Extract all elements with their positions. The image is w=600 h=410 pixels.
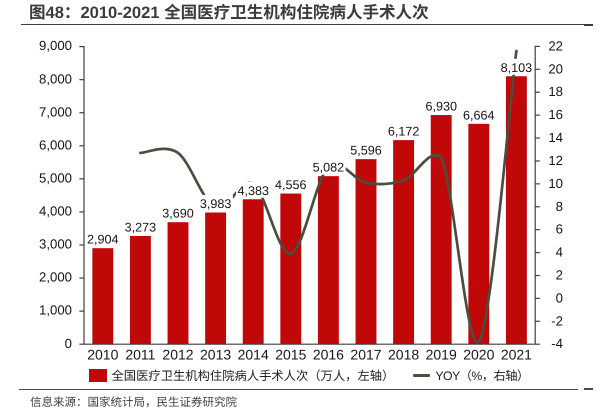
right-axis-label: 20 xyxy=(548,61,563,76)
source-note: 信息来源：国家统计局，民生证券研究院 xyxy=(30,397,237,409)
bar-2021 xyxy=(505,76,527,345)
bar-value-label-bg xyxy=(235,181,271,198)
chart-legend: 全国医疗卫生机构住院病人手术人次（万人，左轴） YOY（%，右轴） xyxy=(89,368,529,383)
bar-value-label: 4,383 xyxy=(237,184,269,198)
bar-2014 xyxy=(242,199,264,345)
bar-2017 xyxy=(355,159,377,345)
bar-2015 xyxy=(280,193,302,345)
right-axis-label: -4 xyxy=(551,336,563,351)
x-axis-label: 2019 xyxy=(426,346,457,362)
right-axis-label: 12 xyxy=(548,153,563,168)
right-axis-label: 10 xyxy=(548,176,563,191)
bar-value-label: 4,556 xyxy=(275,178,307,192)
bar-2016 xyxy=(317,176,339,345)
legend-line-label: YOY（%，右轴） xyxy=(435,369,529,383)
x-axis-label: 2013 xyxy=(200,346,231,362)
left-axis-label: 4,000 xyxy=(39,204,72,219)
bar-value-label-bg xyxy=(123,218,158,235)
bar-2011 xyxy=(129,235,151,345)
source-rule xyxy=(19,388,578,390)
bar-value-label-bg xyxy=(273,176,309,193)
right-axis-label: 16 xyxy=(548,107,563,122)
bar-2020 xyxy=(468,123,490,345)
bar-value-label-bg xyxy=(348,141,384,158)
bar-data-labels: 2,904 3,273 3,690 3,983 4,383 4,556 5,082 5,596… xyxy=(85,58,534,247)
bar-value-label: 6,664 xyxy=(463,108,495,122)
right-axis-label: 14 xyxy=(548,130,563,145)
left-axis-label: 9,000 xyxy=(39,38,72,53)
bar-value-label-bg xyxy=(386,122,421,139)
bar-value-label-bg xyxy=(198,194,233,211)
x-axis-label: 2021 xyxy=(501,346,532,362)
bar-value-label: 6,172 xyxy=(388,125,420,139)
bar-value-label-bg xyxy=(85,230,121,247)
right-axis-label: 22 xyxy=(548,38,563,53)
title-rule-end-dash xyxy=(584,24,593,27)
left-axis-label: 5,000 xyxy=(39,170,72,185)
left-axis-label: 6,000 xyxy=(39,137,72,152)
bar-value-label-bg xyxy=(461,106,497,123)
bar-value-label: 3,690 xyxy=(162,207,194,221)
right-axis-label: 2 xyxy=(556,267,563,282)
x-axis-label: 2017 xyxy=(350,346,381,362)
bar-value-label-bg xyxy=(499,58,534,75)
x-axis-label: 2014 xyxy=(238,346,269,362)
x-axis-label: 2020 xyxy=(463,346,494,362)
right-axis-label: -2 xyxy=(551,313,563,328)
bar-value-label: 6,930 xyxy=(425,100,457,114)
bar-2013 xyxy=(205,212,227,345)
bar-2019 xyxy=(430,115,452,345)
bar-value-label-bg xyxy=(160,204,196,221)
x-axis-label: 2015 xyxy=(275,346,306,362)
legend-bar-swatch xyxy=(89,369,107,382)
axes: 0 1,000 2,000 3,000 4,000 5,000 6,000 7,000 8,00… xyxy=(39,38,563,351)
x-axis-label: 2016 xyxy=(313,346,344,362)
bar-value-label: 8,103 xyxy=(501,61,533,75)
x-axis-label: 2012 xyxy=(162,346,193,362)
bar-value-label: 3,273 xyxy=(125,220,157,234)
left-axis-label: 7,000 xyxy=(39,104,72,119)
legend-bar-label: 全国医疗卫生机构住院病人手术人次（万人，左轴） xyxy=(111,369,395,383)
bar-2018 xyxy=(393,140,415,345)
bar-series xyxy=(92,76,527,345)
left-axis-label: 0 xyxy=(65,336,72,351)
source-rule-end-dash xyxy=(584,388,593,390)
bar-value-label: 3,983 xyxy=(200,197,232,211)
title-rule xyxy=(20,23,592,26)
right-axis-label: 18 xyxy=(548,84,563,99)
legend-line-swatch xyxy=(412,374,431,377)
left-axis-label: 2,000 xyxy=(39,270,72,285)
bar-value-label: 5,082 xyxy=(313,161,345,175)
bar-value-label-bg xyxy=(423,97,459,114)
left-axis-label: 3,000 xyxy=(39,237,72,252)
bar-value-label-bg xyxy=(311,158,346,175)
x-axis-label: 2018 xyxy=(388,346,419,362)
bar-2010 xyxy=(92,248,114,345)
right-axis-label: 6 xyxy=(556,222,563,237)
right-axis-label: 8 xyxy=(556,199,563,214)
left-axis-label: 1,000 xyxy=(39,303,72,318)
bar-value-label: 5,596 xyxy=(350,144,382,158)
right-axis-label: 0 xyxy=(556,290,563,305)
x-axis-label: 2011 xyxy=(125,346,155,362)
x-axis-label: 2010 xyxy=(87,346,118,362)
right-axis-label: 4 xyxy=(556,245,563,260)
left-axis-label: 8,000 xyxy=(39,71,72,86)
bar-2012 xyxy=(167,222,189,345)
figure-title: 图48：2010-2021 全国医疗卫生机构住院病人手术人次 xyxy=(29,3,429,22)
bar-value-label: 2,904 xyxy=(87,233,119,247)
